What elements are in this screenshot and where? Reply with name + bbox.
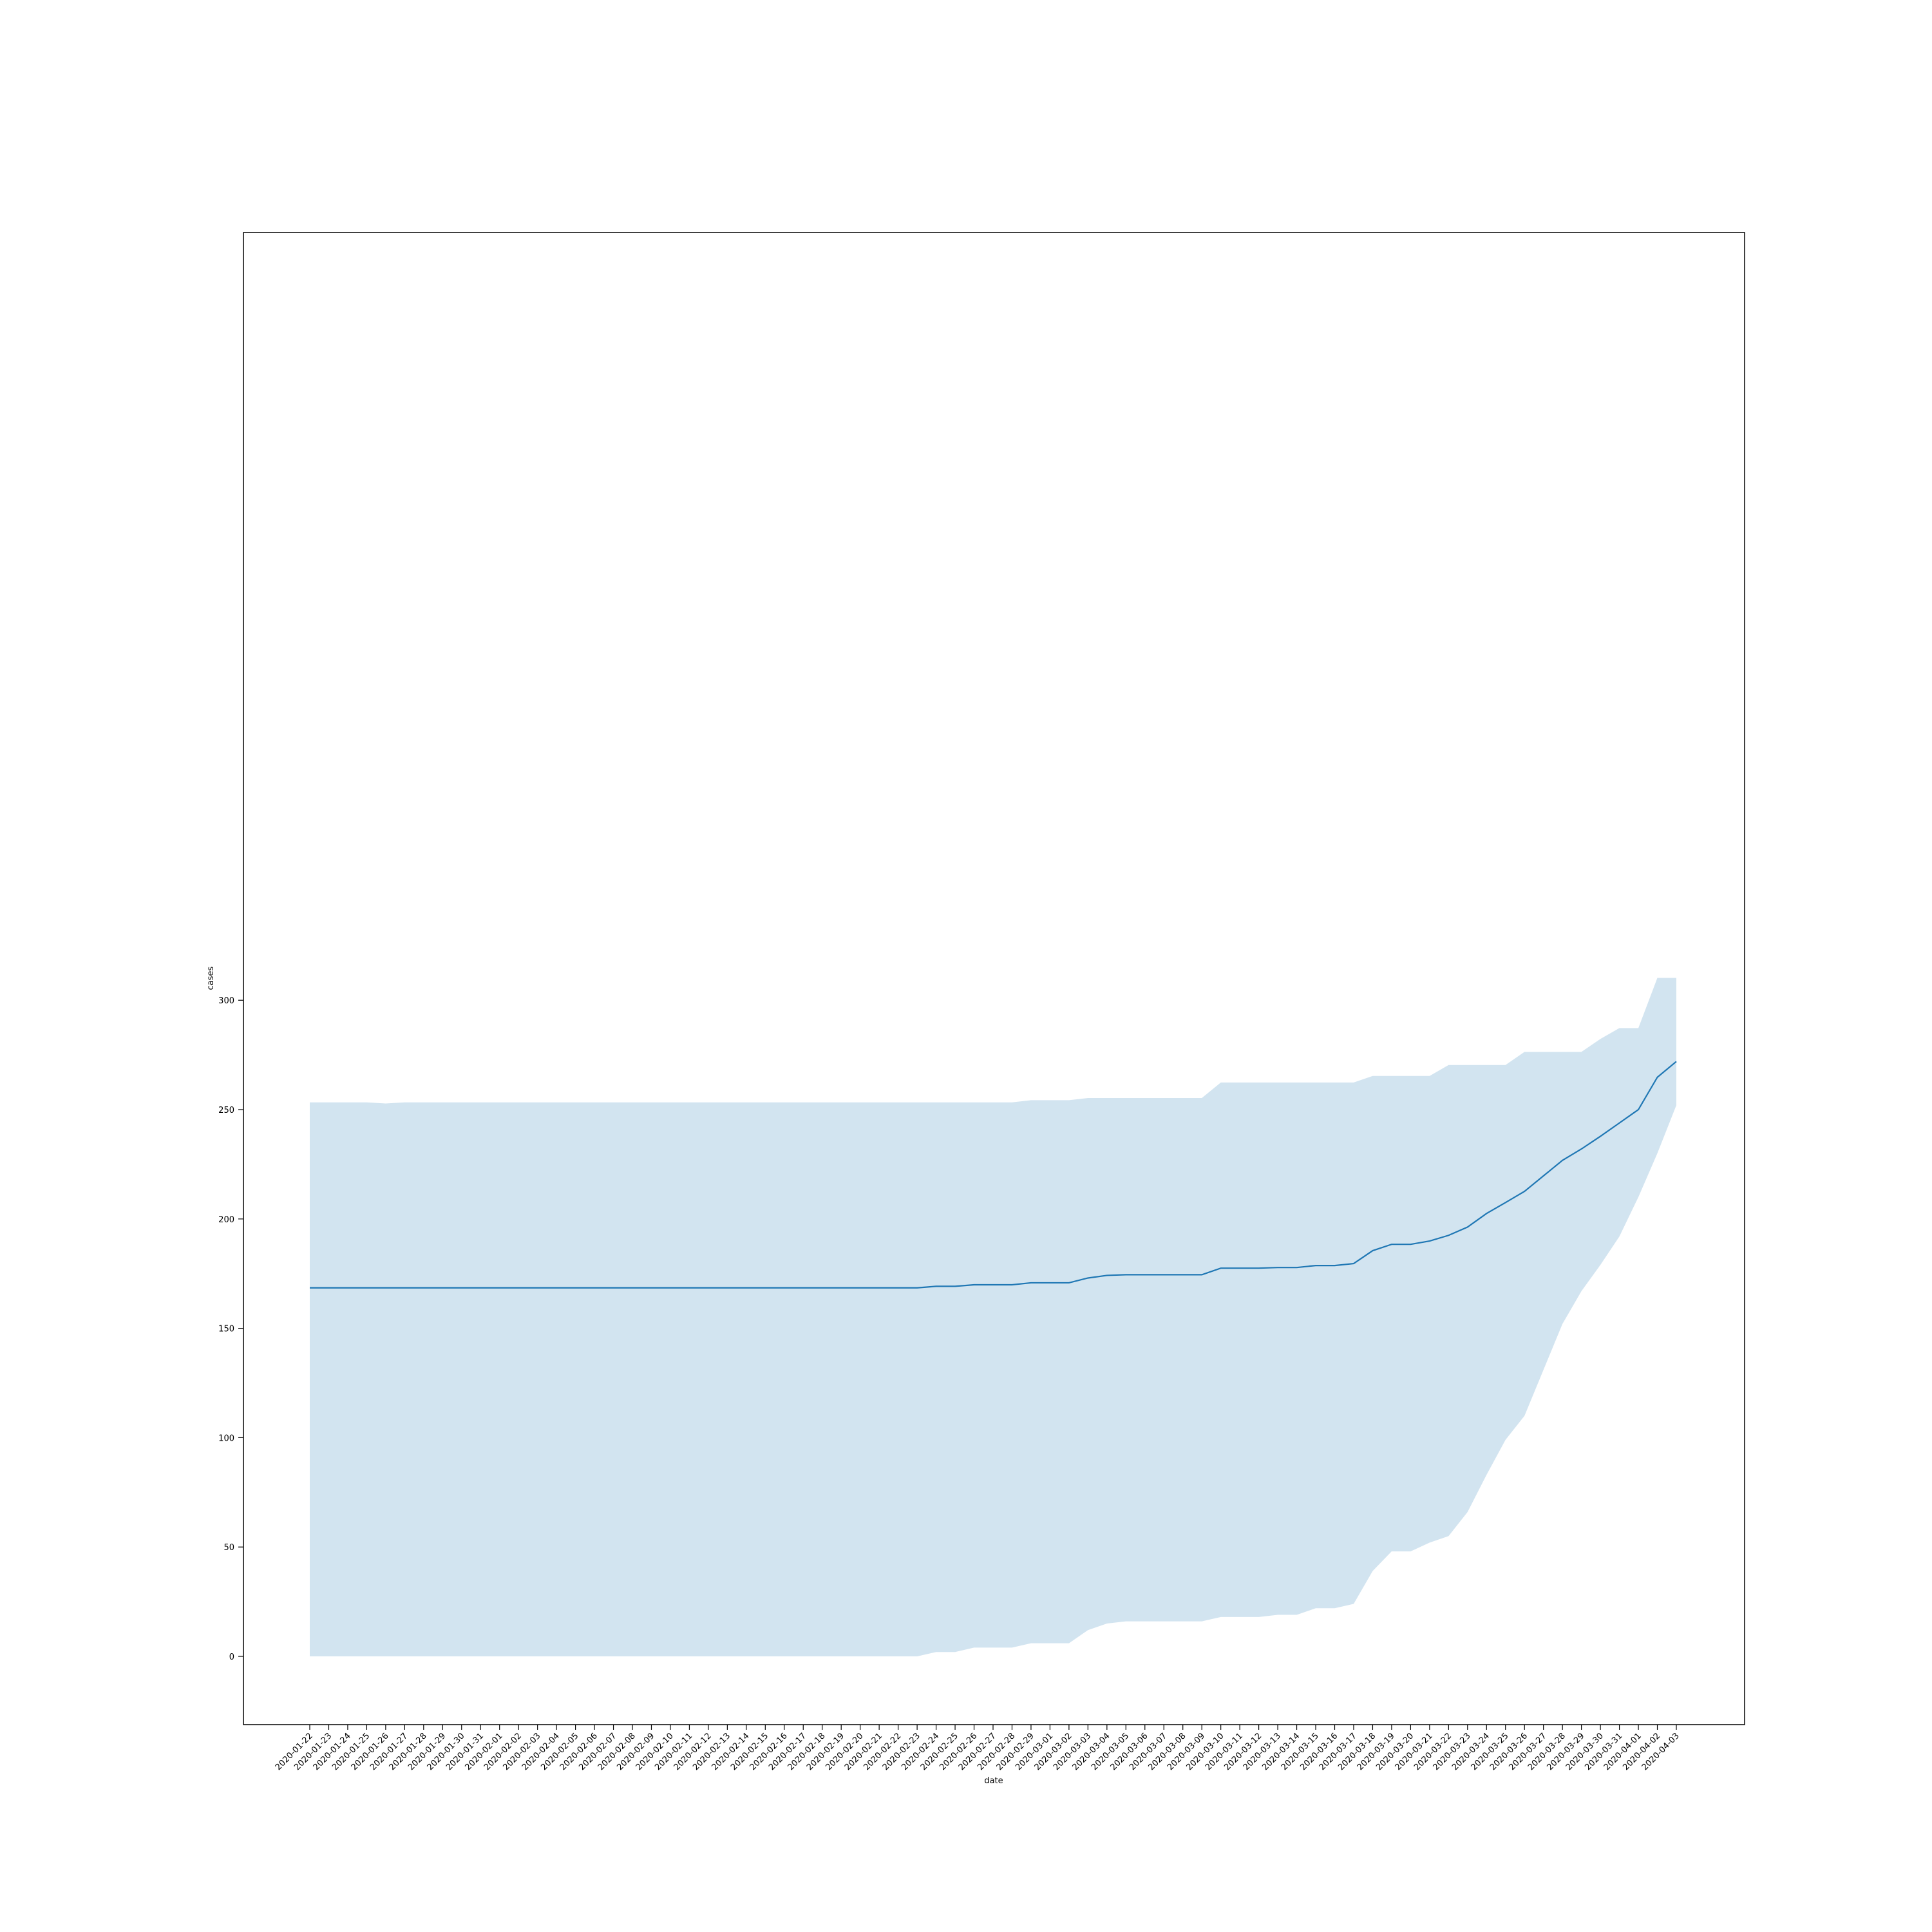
plot-frame: [243, 232, 1745, 1725]
y-axis-label: cases: [206, 966, 216, 990]
y-tick-label: 50: [223, 1543, 234, 1553]
series-line: [310, 1061, 1677, 1289]
y-tick-label: 100: [218, 1434, 234, 1443]
y-axis: 0 50 100 150 200 250 300: [218, 996, 243, 1662]
y-tick-label: 300: [218, 996, 234, 1006]
y-tick-label: 250: [218, 1106, 234, 1115]
y-tick-label: 200: [218, 1215, 234, 1225]
y-tick-label: 150: [218, 1325, 234, 1334]
plot-marks: [310, 978, 1677, 1656]
x-axis-label: date: [984, 1776, 1003, 1786]
confidence-band: [310, 978, 1676, 1656]
x-axis: 2020-01-222020-01-232020-01-242020-01-25…: [274, 1725, 1681, 1772]
y-tick-label: 0: [229, 1653, 234, 1662]
